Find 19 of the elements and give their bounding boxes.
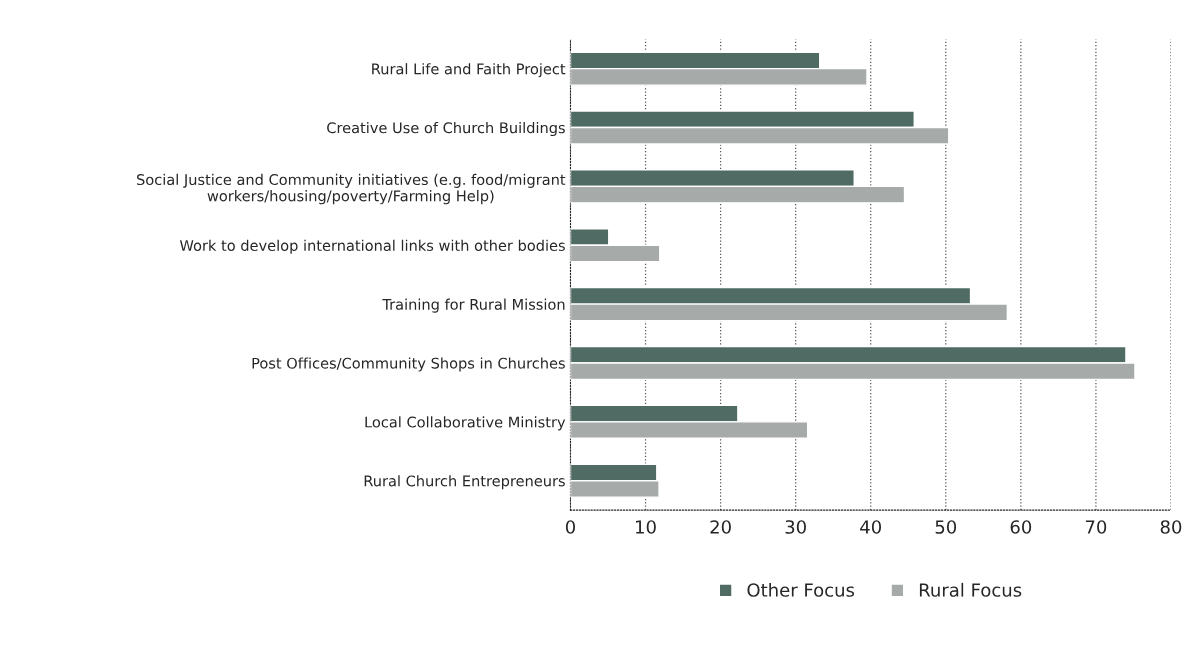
y-tick-label: Post Offices/Community Shops in Churches	[252, 357, 565, 372]
y-tick-label: Rural Church Entrepreneurs	[364, 475, 565, 490]
x-tick-label: 20	[710, 520, 731, 534]
x-tick-label: 30	[785, 520, 806, 534]
y-tick-label: Work to develop international links with other bodies	[179, 239, 565, 254]
x-tick-label: 80	[1160, 520, 1182, 534]
x-tick-label: 0	[565, 520, 576, 534]
y-tick-label: Creative Use of Church Buildings	[327, 121, 565, 137]
legend-label: Other Focus	[747, 582, 855, 597]
y-tick-label: Local Collaborative Ministry	[365, 416, 566, 431]
y-tick-label: Training for Rural Mission	[382, 298, 565, 313]
legend-label: Rural Focus	[919, 582, 1022, 597]
x-tick-label: 40	[860, 520, 882, 534]
x-tick-label: 70	[1085, 520, 1107, 534]
y-tick-label: Rural Life and Faith Project	[372, 63, 566, 78]
x-tick-label: 50	[935, 520, 957, 534]
x-tick-label: 60	[1010, 520, 1032, 534]
x-tick-label: 10	[636, 520, 656, 534]
y-tick-label: Social Justice and Community initiatives (e.g. food/migrant workers/housing/poverty/Farming Help)	[137, 173, 566, 205]
